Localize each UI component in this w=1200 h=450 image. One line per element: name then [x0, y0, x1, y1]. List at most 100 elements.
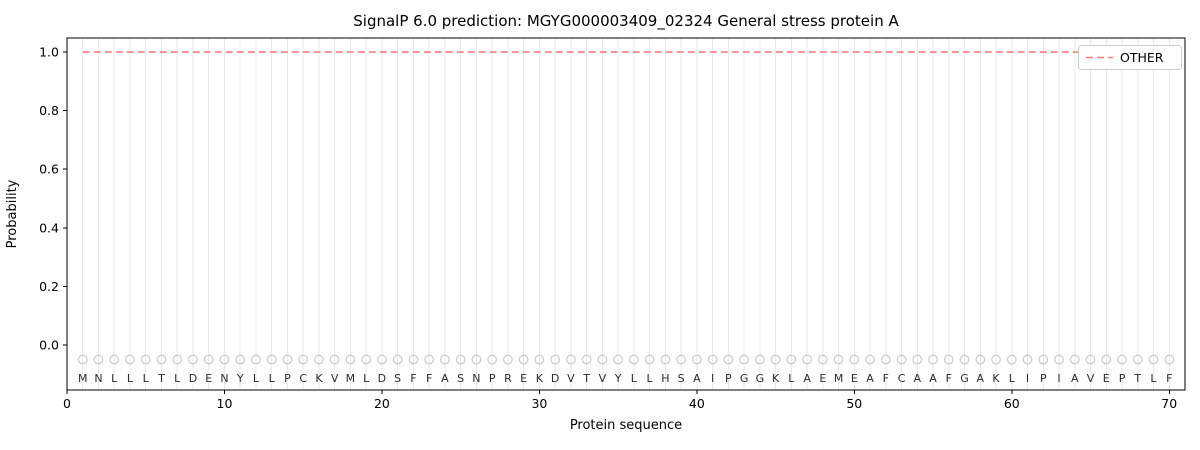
residue-marker-circle: [219, 354, 230, 365]
residue-marker-circle: [266, 354, 277, 365]
residue-marker-circle: [1022, 354, 1033, 365]
residue-marker-circle: [392, 354, 403, 365]
residue-letter: A: [977, 372, 985, 385]
residue-letter: V: [1087, 372, 1095, 385]
residue-letter: C: [898, 372, 906, 385]
residue-marker-circle: [534, 354, 545, 365]
residue-marker-circle: [880, 354, 891, 365]
residue-letter: K: [772, 372, 780, 385]
residue-marker-circle: [613, 354, 624, 365]
residue-letter: V: [331, 372, 339, 385]
residue-marker-circle: [833, 354, 844, 365]
residue-marker-circle: [140, 354, 151, 365]
legend-box: [1078, 45, 1182, 70]
residue-marker-circle: [455, 354, 466, 365]
residue-letter: I: [1057, 372, 1060, 385]
residue-letter: L: [269, 372, 276, 385]
residue-marker-circle: [329, 354, 340, 365]
residue-letter: P: [1119, 372, 1126, 385]
residue-letter: Y: [236, 372, 244, 385]
residue-letter: P: [1040, 372, 1047, 385]
residue-marker-circle: [754, 354, 765, 365]
x-tick-label: 0: [63, 396, 71, 411]
residue-marker-circle: [691, 354, 702, 365]
residue-letter: G: [960, 372, 969, 385]
residue-letter: T: [582, 372, 590, 385]
residue-letter: T: [157, 372, 165, 385]
residue-marker-circle: [1132, 354, 1143, 365]
residue-letter: A: [866, 372, 874, 385]
residue-letter: M: [346, 372, 356, 385]
residue-marker-circle: [298, 354, 309, 365]
axes: [63, 37, 1186, 394]
residue-letter: K: [536, 372, 544, 385]
residue-letter: C: [299, 372, 307, 385]
residue-letter: D: [189, 372, 197, 385]
residue-letter: F: [426, 372, 432, 385]
residue-marker-circle: [1101, 354, 1112, 365]
gridlines: [82, 38, 1170, 390]
legend: OTHER: [1078, 45, 1182, 70]
residue-marker-circle: [251, 354, 261, 365]
residue-marker-circle: [503, 354, 513, 365]
x-tick-label: 20: [374, 396, 390, 411]
residue-letter: L: [788, 372, 795, 385]
x-tick-label: 70: [1161, 396, 1177, 411]
residue-marker-circle: [156, 354, 167, 365]
residue-letter: F: [946, 372, 952, 385]
chart-title: SignalP 6.0 prediction: MGYG000003409_02…: [353, 12, 899, 31]
residue-marker-circle: [77, 354, 88, 365]
residue-letter: L: [647, 372, 654, 385]
tick-labels: 0 10 20 30 40 50 60 70 0.0 0.2 0.4 0.6 0.8 1.0: [39, 45, 1177, 411]
residue-letter: F: [883, 372, 889, 385]
residue-marker-circle: [188, 354, 198, 365]
residue-marker-circle: [109, 354, 120, 365]
residue-letter: L: [111, 372, 118, 385]
residue-letter: G: [740, 372, 749, 385]
residue-letter: N: [94, 372, 102, 385]
residue-letter: F: [1166, 372, 1172, 385]
legend-label-other: OTHER: [1120, 50, 1164, 65]
x-tick-label: 10: [217, 396, 233, 411]
residue-letter: A: [914, 372, 922, 385]
residue-letter: A: [441, 372, 449, 385]
residue-marker-circle: [172, 354, 183, 365]
residue-letter: A: [693, 372, 701, 385]
residue-letter: A: [929, 372, 937, 385]
residue-marker-circle: [786, 354, 797, 365]
residue-marker-circle: [282, 354, 293, 365]
residue-marker-circle: [235, 354, 246, 365]
residue-marker-circle: [487, 354, 498, 365]
residue-marker-circle: [896, 354, 907, 365]
residue-marker-circle: [203, 354, 214, 365]
residue-marker-circle: [849, 354, 860, 365]
residue-marker-circle: [991, 354, 1001, 365]
residue-marker-circle: [597, 354, 608, 365]
residue-letter: K: [992, 372, 1000, 385]
residue-marker-circle: [424, 354, 435, 365]
residue-letter: M: [78, 372, 88, 385]
y-tick-label: 0.8: [39, 103, 59, 118]
residue-marker-circle: [1054, 354, 1064, 365]
residue-letter: I: [711, 372, 714, 385]
residue-letter: N: [220, 372, 228, 385]
residue-marker-circle: [550, 354, 561, 365]
residue-letter: A: [1071, 372, 1079, 385]
residue-marker-circle: [660, 354, 671, 365]
residue-letter: E: [851, 372, 858, 385]
x-tick-label: 40: [689, 396, 705, 411]
y-tick-label: 1.0: [39, 45, 59, 60]
y-tick-label: 0.6: [39, 162, 59, 177]
residue-letter: S: [457, 372, 464, 385]
residue-letter: R: [504, 372, 512, 385]
residue-marker-circle: [518, 354, 529, 365]
residue-letter: P: [284, 372, 291, 385]
residue-letter: V: [599, 372, 607, 385]
residue-marker-circle: [644, 354, 655, 365]
residue-marker-circle: [408, 354, 419, 365]
residue-marker-circle: [581, 354, 592, 365]
residue-marker-circle: [1164, 354, 1175, 365]
